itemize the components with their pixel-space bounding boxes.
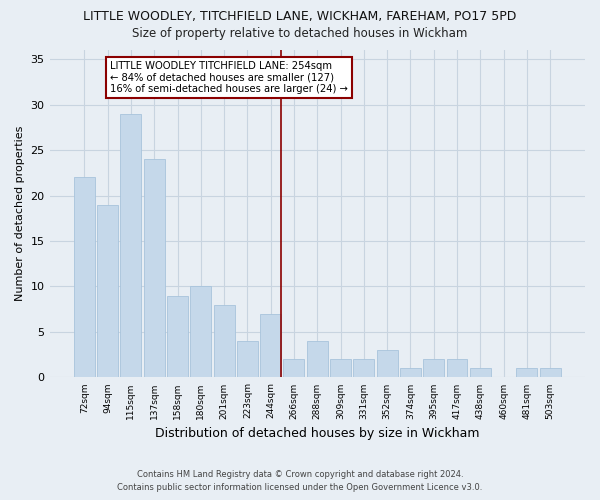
Bar <box>377 350 398 378</box>
Bar <box>470 368 491 378</box>
Bar <box>144 159 165 378</box>
Bar <box>260 314 281 378</box>
Bar <box>121 114 142 378</box>
Bar <box>307 341 328 378</box>
X-axis label: Distribution of detached houses by size in Wickham: Distribution of detached houses by size … <box>155 427 479 440</box>
Bar <box>283 359 304 378</box>
Bar <box>400 368 421 378</box>
Bar <box>446 359 467 378</box>
Bar <box>423 359 444 378</box>
Bar <box>330 359 351 378</box>
Bar <box>517 368 538 378</box>
Bar <box>539 368 560 378</box>
Bar <box>97 204 118 378</box>
Text: Contains HM Land Registry data © Crown copyright and database right 2024.
Contai: Contains HM Land Registry data © Crown c… <box>118 470 482 492</box>
Bar <box>214 304 235 378</box>
Bar <box>190 286 211 378</box>
Bar <box>237 341 258 378</box>
Text: LITTLE WOODLEY TITCHFIELD LANE: 254sqm
← 84% of detached houses are smaller (127: LITTLE WOODLEY TITCHFIELD LANE: 254sqm ←… <box>110 61 348 94</box>
Y-axis label: Number of detached properties: Number of detached properties <box>15 126 25 302</box>
Bar <box>353 359 374 378</box>
Text: LITTLE WOODLEY, TITCHFIELD LANE, WICKHAM, FAREHAM, PO17 5PD: LITTLE WOODLEY, TITCHFIELD LANE, WICKHAM… <box>83 10 517 23</box>
Bar <box>74 178 95 378</box>
Text: Size of property relative to detached houses in Wickham: Size of property relative to detached ho… <box>133 28 467 40</box>
Bar <box>167 296 188 378</box>
